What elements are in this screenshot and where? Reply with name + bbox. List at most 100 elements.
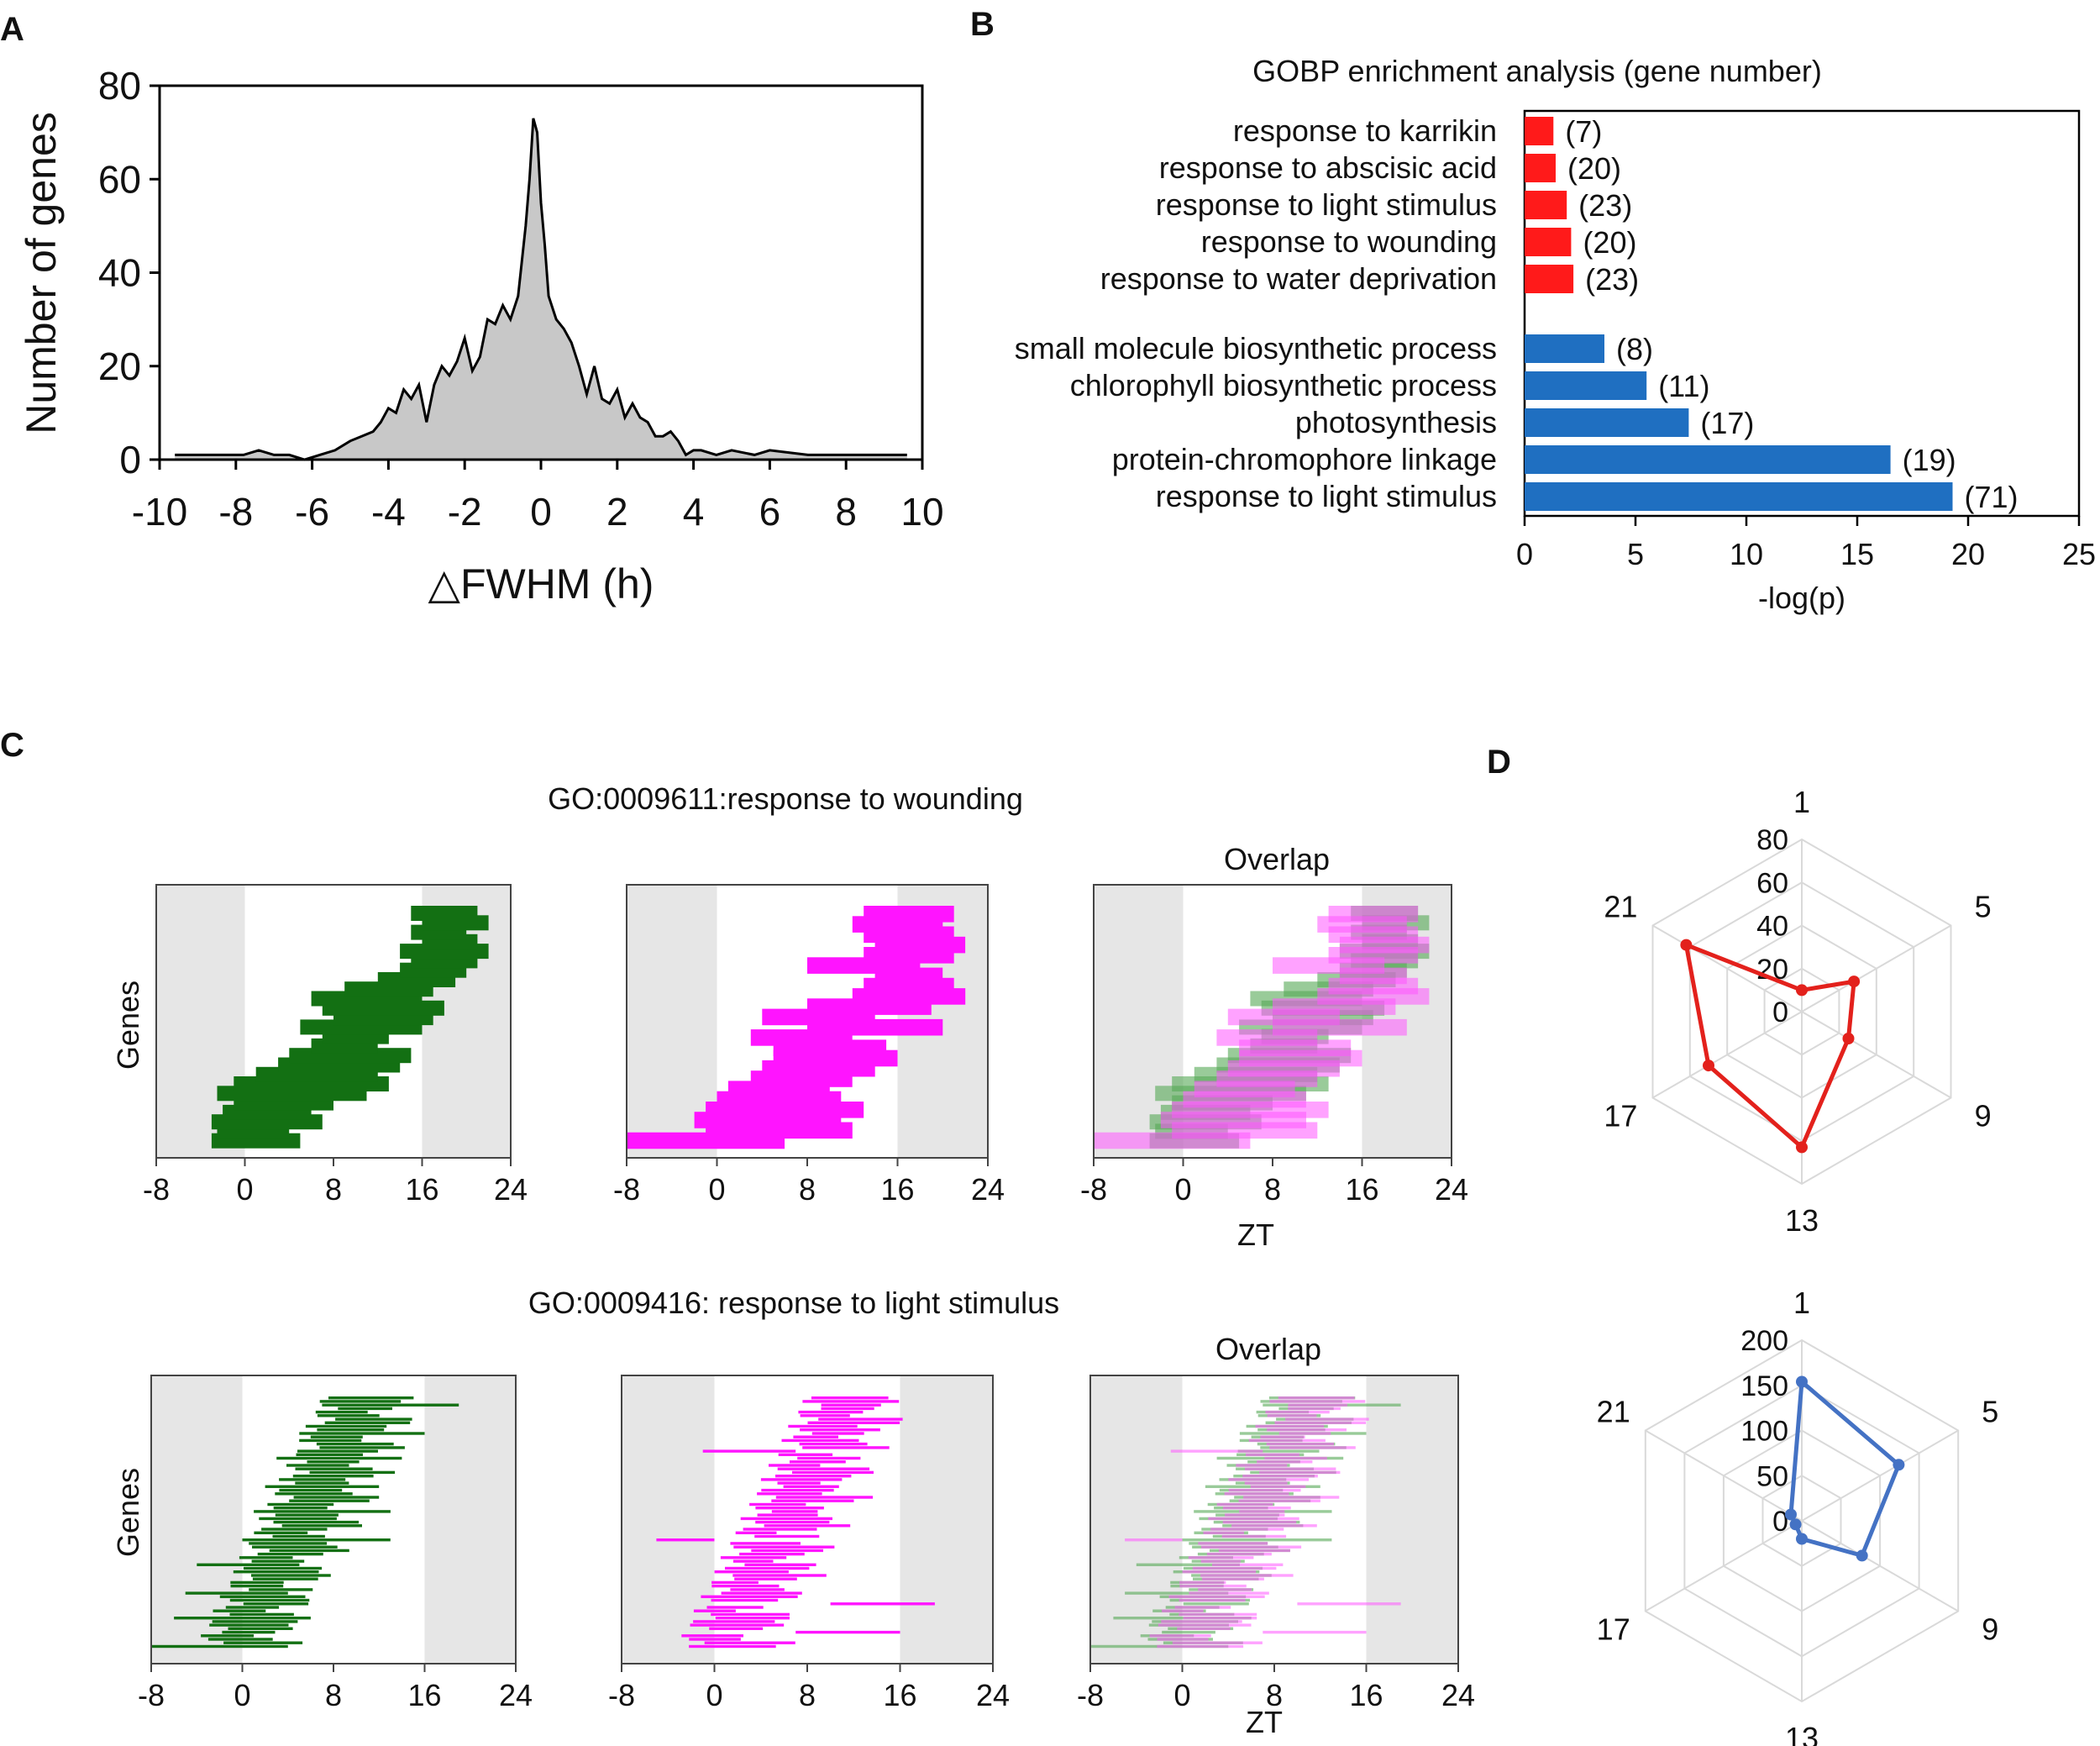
gene-bar [299, 1432, 425, 1435]
gene-bar [755, 1520, 830, 1524]
radar-tick-label: 50 [1756, 1460, 1788, 1492]
gene-bar [1218, 1549, 1290, 1553]
x-tick-label: 0 [1173, 1678, 1190, 1712]
x-axis-label: -log(p) [1758, 581, 1845, 615]
radar-axis-label: 17 [1597, 1612, 1630, 1647]
gene-bar [259, 1517, 337, 1521]
x-tick-label: 16 [1349, 1678, 1383, 1712]
gene-bar [693, 1609, 736, 1612]
gene-bar [1228, 1488, 1301, 1492]
dark-period [900, 1375, 993, 1664]
zt-label-top: ZT [1237, 1217, 1274, 1252]
gene-bar [1179, 1612, 1257, 1617]
x-tick-label: 5 [1627, 537, 1644, 571]
gene-bar [1179, 1598, 1246, 1602]
gene-bar [714, 1570, 789, 1574]
gene-bar [1231, 1524, 1317, 1528]
gene-bar [225, 1606, 280, 1609]
gene-bar [1263, 1630, 1367, 1634]
gene-bar [757, 1492, 822, 1496]
gene-bar [1267, 1428, 1347, 1432]
y-ticks: 0 20 40 60 80 [98, 64, 160, 481]
dark-period [1090, 1375, 1183, 1664]
gene-bar [1177, 1627, 1231, 1630]
gene-bar [783, 1485, 839, 1488]
gene-bar [310, 1435, 363, 1438]
radar-tick-label: 0 [1772, 997, 1788, 1028]
category-label: chlorophyll biosynthetic process [1070, 368, 1497, 402]
enrichment-bar [1525, 228, 1572, 256]
x-tick-label: 10 [900, 490, 943, 534]
category-label: protein-chromophore linkage [1112, 442, 1497, 476]
radar-light: 1 5 9 13 17 21 0 50 100 150 200 [1597, 1286, 1999, 1746]
gene-bar [1223, 1507, 1291, 1510]
gene-bar [788, 1424, 858, 1428]
gene-count-label: (7) [1565, 114, 1602, 149]
gene-bar [1257, 1460, 1313, 1464]
gene-bar [243, 1566, 323, 1570]
gene-bar [1225, 1513, 1285, 1517]
gene-bar [1189, 1591, 1269, 1595]
gene-bar [286, 1464, 349, 1467]
gene-bar [242, 1538, 391, 1542]
radar-axis-label: 13 [1785, 1203, 1819, 1238]
gene-count-label: (20) [1567, 151, 1621, 186]
gene-bar [229, 1612, 294, 1617]
gene-bar [681, 1634, 743, 1638]
radar-point [1796, 1375, 1808, 1388]
x-tick-label: -6 [295, 490, 329, 534]
panel-label-b: B [970, 6, 995, 43]
zt-label-bottom: ZT [1246, 1705, 1283, 1739]
gene-bar-plot-wounding-green: -8 0 8 16 24 [143, 884, 528, 1207]
gene-bar [230, 1584, 284, 1588]
x-tick-label: 0 [708, 1172, 725, 1207]
radar-tick-label: 0 [1772, 1506, 1788, 1538]
gene-bar [252, 1577, 318, 1580]
gene-bar [279, 1488, 343, 1492]
x-tick-label: 0 [706, 1678, 722, 1712]
gene-bar [1228, 1478, 1309, 1481]
x-tick-label: 16 [1345, 1172, 1378, 1207]
x-tick-label: 8 [1266, 1678, 1283, 1712]
gene-bar [818, 1417, 903, 1421]
gene-bar [1183, 1602, 1249, 1606]
gene-bar [219, 1595, 306, 1598]
x-tick-label: -10 [132, 490, 187, 534]
gene-bar [721, 1591, 802, 1595]
gene-bar [1297, 1602, 1401, 1606]
gene-bar [279, 1478, 346, 1481]
gene-bar [743, 1528, 817, 1531]
gene-bar [1125, 1538, 1183, 1542]
x-tick-label: 24 [494, 1172, 528, 1207]
gene-bar [711, 1584, 780, 1588]
light-overlap-title: Overlap [1215, 1332, 1321, 1366]
x-tick-label: -4 [371, 490, 406, 534]
radar-axis-label: 21 [1604, 890, 1637, 924]
gene-bar [1221, 1534, 1287, 1538]
gene-bar [693, 1620, 775, 1623]
gene-bar-plot-light-green: -8 0 8 16 24 [138, 1375, 533, 1712]
gene-bar [771, 1499, 854, 1502]
gene-bar [1206, 1552, 1272, 1556]
gene-bar [706, 1606, 764, 1609]
gene-bar [209, 1623, 289, 1627]
x-tick-label: 24 [499, 1678, 533, 1712]
radar-axis-label: 9 [1982, 1612, 1998, 1647]
x-ticks: 0 5 10 15 20 25 [1516, 516, 2096, 571]
x-ticks: -10 -8 -6 -4 -2 0 2 4 6 8 10 [132, 460, 944, 534]
gene-bar [733, 1545, 835, 1549]
gene-bar [151, 1644, 288, 1649]
gene-bar [777, 1467, 870, 1470]
category-label: response to light stimulus [1156, 479, 1497, 513]
gene-bar [269, 1549, 349, 1553]
radar-axis-label: 1 [1793, 1286, 1810, 1320]
gene-bar [1212, 1563, 1284, 1566]
gene-bar [1288, 1403, 1347, 1407]
gene-bar-plots: -8 0 8 16 24 -8 0 8 16 24 -8 0 8 16 24 -8 0 8 16 24 -8 0 8 16 24… [138, 884, 1475, 1712]
gene-bar [1285, 1417, 1369, 1421]
gene-bar [730, 1588, 785, 1591]
gene-bar [821, 1407, 874, 1411]
enrichment-bar [1525, 117, 1554, 145]
gene-bar [185, 1591, 288, 1595]
x-tick-label: 24 [1441, 1678, 1475, 1712]
